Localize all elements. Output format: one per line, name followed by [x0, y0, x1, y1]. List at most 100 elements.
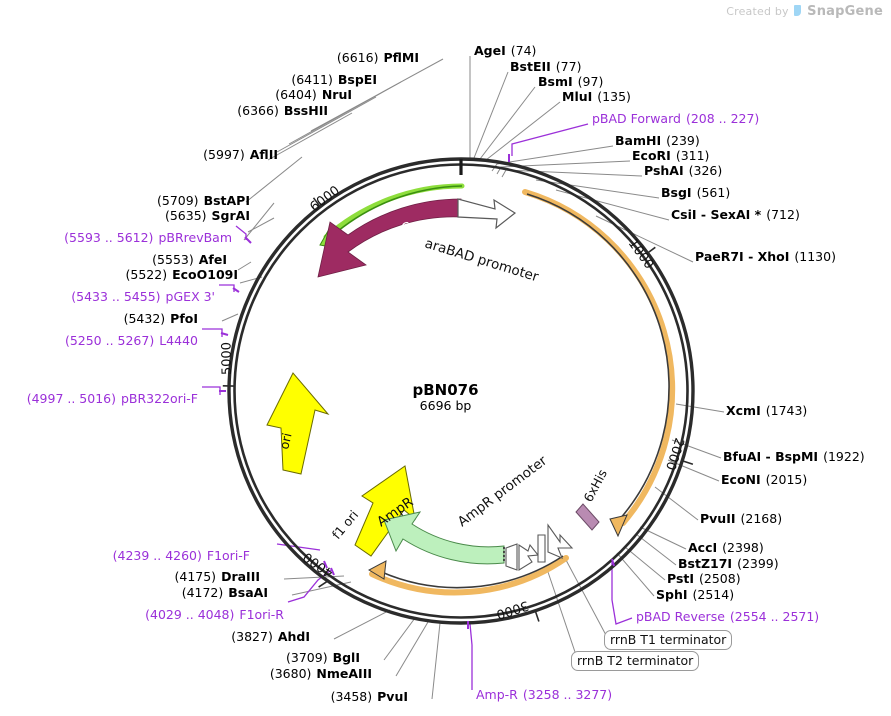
label-csii-sexai[interactable]: CsiI - SexAI * (712)	[671, 208, 800, 222]
label-bsteii-pos: (77)	[555, 59, 582, 74]
label-pvuii[interactable]: PvuII (2168)	[700, 511, 783, 526]
label-acci-name: AccI	[688, 540, 718, 555]
feature-orf-orange-right[interactable]	[522, 189, 676, 538]
label-f1ori-r[interactable]: (4029 .. 4048) F1ori-R	[134, 607, 284, 622]
label-pshai-pos: (326)	[688, 163, 723, 178]
label-sgrai-name: SgrAI	[211, 208, 250, 223]
terminator-rrnb-t2[interactable]: rrnB T2 terminator	[571, 651, 700, 671]
feature-ori[interactable]: ori	[266, 372, 330, 475]
terminator-rrnb-t1[interactable]: rrnB T1 terminator	[604, 630, 733, 650]
label-mlui[interactable]: MluI (135)	[562, 90, 631, 104]
label-pshai[interactable]: PshAI (326)	[644, 163, 723, 178]
label-bamhi-name: BamHI	[615, 133, 662, 148]
label-l4440[interactable]: (5250 .. 5267) L4440	[58, 333, 198, 348]
label-pvui-pos: (3458)	[330, 689, 373, 704]
label-agei-pos: (74)	[510, 43, 537, 58]
label-bsteii[interactable]: BstEII (77)	[510, 59, 582, 74]
label-pbad-forward[interactable]: pBAD Forward (208 .. 227)	[592, 111, 759, 126]
watermark-brand: SnapGene	[807, 4, 883, 19]
label-draiii[interactable]: (4175) DraIII	[118, 569, 260, 584]
label-bsaai[interactable]: (4172) BsaAI	[128, 585, 268, 600]
label-bgli-pos: (3709)	[286, 650, 328, 665]
label-amp-r-primer-name: Amp-R	[476, 687, 518, 702]
label-ecoo109i-name: EcoO109I	[172, 267, 238, 282]
label-nrui[interactable]: (6404) NruI	[232, 87, 352, 102]
label-pbrrevbam-pos: (5593 .. 5612)	[64, 230, 154, 245]
label-bstapi-name: BstAPI	[203, 193, 250, 208]
label-pbad-reverse-name: pBAD Reverse	[636, 609, 725, 624]
label-pbr322ori-f-name: pBR322ori-F	[120, 391, 198, 406]
label-paer7i-xhoi[interactable]: PaeR7I - XhoI (1130)	[695, 249, 836, 264]
label-acci[interactable]: AccI (2398)	[688, 540, 764, 555]
label-l4440-pos: (5250 .. 5267)	[64, 333, 155, 348]
label-bsshii[interactable]: (6366) BssHII	[198, 104, 328, 118]
label-aflii[interactable]: (5997) AflII	[158, 147, 278, 162]
feature-6xhis[interactable]: 6xHis	[575, 467, 610, 531]
label-psti-name: PstI	[667, 571, 695, 586]
label-pbad-forward-name: pBAD Forward	[592, 111, 681, 126]
watermark-prefix: Created by	[726, 5, 789, 18]
label-pflmi[interactable]: (6616) PflMI	[289, 50, 419, 65]
label-afei-pos: (5553)	[152, 252, 194, 267]
label-nmeaiii-name: NmeAIII	[316, 666, 372, 681]
label-bspei-pos: (6411)	[291, 72, 333, 87]
label-pfoi-name: PfoI	[170, 311, 198, 326]
label-bstapi[interactable]: (5709) BstAPI	[128, 193, 250, 208]
label-f1ori-r-name: F1ori-R	[239, 607, 284, 622]
label-paer7i-xhoi-pos: (1130)	[794, 249, 836, 264]
label-ahdi-name: AhdI	[277, 629, 310, 644]
label-agei-name: AgeI	[474, 43, 506, 58]
label-nrui-name: NruI	[321, 87, 352, 102]
label-bgli[interactable]: (3709) BglI	[220, 650, 360, 665]
label-pbrrevbam[interactable]: (5593 .. 5612) pBRrevBam	[62, 230, 232, 245]
label-amp-r-primer[interactable]: Amp-R (3258 .. 3277)	[476, 687, 613, 702]
label-ecori[interactable]: EcoRI (311)	[632, 149, 709, 163]
label-bsaai-pos: (4172)	[181, 585, 224, 600]
label-bsmi-pos: (97)	[577, 74, 604, 89]
ruler-ticks	[222, 197, 694, 622]
feature-arac[interactable]: araC	[317, 183, 465, 278]
label-bamhi[interactable]: BamHI (239)	[615, 133, 700, 148]
label-pbrrevbam-name: pBRrevBam	[158, 230, 232, 245]
label-amp-r-primer-pos: (3258 .. 3277)	[522, 687, 613, 702]
label-econi[interactable]: EcoNI (2015)	[721, 472, 807, 487]
label-afei[interactable]: (5553) AfeI	[107, 252, 227, 267]
label-pbad-reverse[interactable]: pBAD Reverse (2554 .. 2571)	[636, 609, 820, 624]
ruler-label-3000: 3000	[494, 597, 530, 621]
label-ahdi[interactable]: (3827) AhdI	[170, 629, 310, 644]
label-psti[interactable]: PstI (2508)	[667, 571, 741, 586]
label-xcmi[interactable]: XcmI (1743)	[726, 404, 807, 418]
label-bsgi[interactable]: BsgI (561)	[661, 186, 730, 200]
label-ecoo109i[interactable]: (5522) EcoO109I	[88, 267, 238, 282]
label-pvui[interactable]: (3458) PvuI	[268, 689, 408, 704]
label-agei[interactable]: AgeI (74)	[474, 43, 537, 58]
label-pbad-reverse-pos: (2554 .. 2571)	[729, 609, 820, 624]
label-pfoi[interactable]: (5432) PfoI	[78, 311, 198, 326]
label-sgrai-pos: (5635)	[164, 208, 207, 223]
label-sphi[interactable]: SphI (2514)	[656, 588, 734, 602]
label-pvuii-pos: (2168)	[740, 511, 783, 526]
label-f1ori-f-name: F1ori-F	[206, 548, 250, 563]
label-sgrai[interactable]: (5635) SgrAI	[130, 208, 250, 223]
label-aflii-pos: (5997)	[203, 147, 245, 162]
feature-label-f1-ori: f1 ori	[329, 507, 361, 542]
label-bgli-name: BglI	[332, 650, 360, 665]
label-bstz17i[interactable]: BstZ17I (2399)	[678, 556, 779, 571]
label-bsmi[interactable]: BsmI (97)	[538, 74, 604, 89]
label-pgex-3prime[interactable]: (5433 .. 5455) pGEX 3'	[55, 290, 215, 304]
label-econi-name: EcoNI	[721, 472, 761, 487]
label-pflmi-pos: (6616)	[336, 50, 379, 65]
label-bstapi-pos: (5709)	[156, 193, 199, 208]
label-pbr322ori-f[interactable]: (4997 .. 5016) pBR322ori-F	[18, 391, 198, 406]
label-f1ori-f[interactable]: (4239 .. 4260) F1ori-F	[100, 548, 250, 563]
feature-orf-orange-left[interactable]	[367, 555, 569, 596]
label-f1ori-f-pos: (4239 .. 4260)	[112, 548, 202, 563]
label-bfuai-bspmi[interactable]: BfuAI - BspMI (1922)	[723, 450, 865, 464]
label-nmeaiii[interactable]: (3680) NmeAIII	[212, 666, 372, 681]
label-l4440-name: L4440	[159, 333, 198, 348]
label-bstz17i-name: BstZ17I	[678, 556, 733, 571]
label-bsaai-name: BsaAI	[228, 585, 268, 600]
label-draiii-name: DraIII	[221, 569, 260, 584]
label-bspei[interactable]: (6411) BspEI	[247, 72, 377, 87]
